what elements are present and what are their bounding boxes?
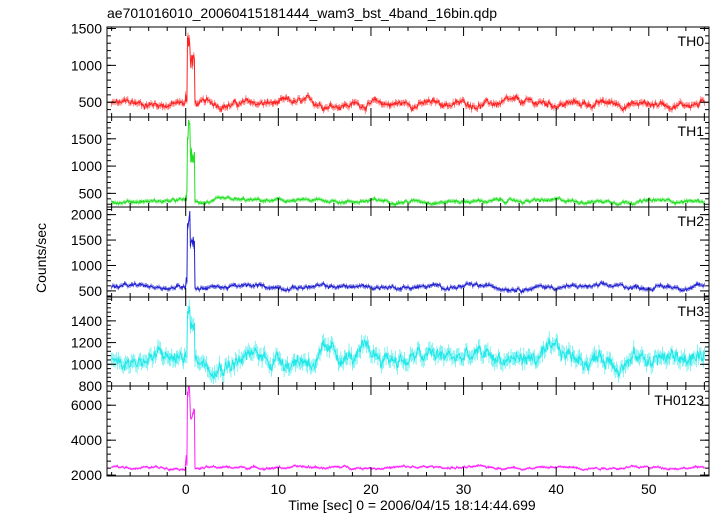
panel-label-th0123: TH0123	[654, 392, 704, 408]
error-bars-th2	[111, 216, 705, 295]
panel-label-th2: TH2	[678, 213, 705, 229]
y-tick-label: 1000	[71, 158, 102, 174]
line-th0123	[111, 386, 705, 472]
panel-label-th1: TH1	[678, 123, 705, 139]
panel-th2: 500 1000 1500 2000 TH2	[71, 206, 710, 299]
panel-frame	[106, 385, 710, 477]
x-tick-label: 10	[271, 481, 287, 497]
x-tick-label: 40	[548, 481, 564, 497]
line-th1	[111, 119, 705, 207]
x-axis-title: Time [sec] 0 = 2006/04/15 18:14:44.699	[288, 497, 536, 513]
y-tick-label: 1200	[71, 335, 102, 351]
error-bars-th0	[111, 32, 705, 115]
x-tick-label: 50	[641, 481, 657, 497]
panel-th3: 800 1000 1200 1400 TH3	[71, 296, 710, 394]
panel-label-th0: TH0	[678, 33, 705, 49]
y-tick-label: 2000	[71, 467, 102, 483]
x-axis-ticks: 0 10 20 30 40 50	[182, 481, 657, 497]
y-tick-label: 800	[79, 378, 103, 394]
y-tick-label: 1000	[71, 57, 102, 73]
line-th0	[111, 35, 705, 113]
panel-th0123: 2000 4000 6000 TH0123	[71, 385, 710, 483]
error-bars-th1	[111, 121, 705, 207]
y-tick-label: 1500	[71, 20, 102, 36]
y-tick-label: 500	[79, 283, 103, 299]
y-tick-label: 500	[79, 94, 103, 110]
x-tick-label: 0	[182, 481, 190, 497]
y-axis-title: Counts/sec	[33, 223, 49, 293]
error-bars-th0123	[111, 386, 705, 472]
series-th1	[111, 119, 705, 207]
panel-th0: 500 1000 1500 TH0	[71, 20, 710, 118]
x-tick-label: 20	[363, 481, 379, 497]
line-th3	[111, 305, 705, 380]
x-tick-label: 30	[456, 481, 472, 497]
y-tick-label: 1500	[71, 131, 102, 147]
series-th0	[111, 32, 705, 115]
y-tick-label: 1500	[71, 232, 102, 248]
series-th3	[111, 299, 705, 384]
panel-th1: 500 1000 1500 TH1	[71, 116, 710, 208]
series-th0123	[111, 386, 705, 472]
y-tick-label: 4000	[71, 432, 102, 448]
y-tick-label: 500	[79, 185, 103, 201]
panel-frame	[106, 116, 710, 208]
y-tick-label: 1000	[71, 356, 102, 372]
y-tick-label: 2000	[71, 207, 102, 223]
y-tick-label: 1400	[71, 313, 102, 329]
y-tick-label: 6000	[71, 397, 102, 413]
line-th2	[111, 210, 705, 294]
panel-label-th3: TH3	[678, 303, 705, 319]
panels: 500 1000 1500 TH0 500 1000 1500 TH1 500 1000 1500 2…	[71, 20, 710, 483]
series-th2	[111, 210, 705, 295]
chart-title: ae701016010_20060415181444_wam3_bst_4ban…	[107, 5, 497, 21]
y-tick-label: 1000	[71, 257, 102, 273]
